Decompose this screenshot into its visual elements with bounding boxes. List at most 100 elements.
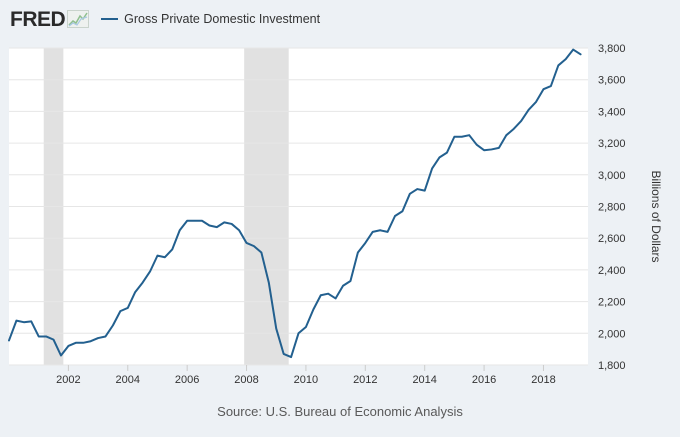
fred-logo[interactable]: FRED — [10, 7, 90, 31]
data-point — [119, 310, 121, 312]
gridlines — [9, 47, 588, 366]
data-point — [476, 144, 478, 146]
data-point — [193, 220, 196, 222]
data-point — [90, 340, 92, 342]
y-axis-ticks: 1,800 2,000 2,200 2,400 2,600 2,800 3,000 3,200… — [598, 43, 626, 372]
data-point — [335, 297, 337, 300]
data-point — [171, 248, 173, 250]
data-point — [557, 64, 559, 67]
series-line — [8, 48, 582, 359]
series-layer — [8, 48, 582, 359]
x-tick-label: 2010 — [294, 374, 318, 386]
data-point — [520, 120, 522, 122]
data-point — [550, 85, 552, 87]
data-point — [312, 308, 314, 311]
data-point — [290, 356, 292, 358]
y-tick-label: 1,800 — [598, 360, 626, 372]
data-point — [38, 335, 40, 338]
data-point — [297, 332, 300, 334]
data-point — [104, 335, 107, 338]
data-point — [327, 293, 329, 295]
data-point — [208, 224, 211, 227]
y-tick-label: 2,000 — [598, 328, 626, 340]
x-tick-label: 2008 — [234, 374, 258, 386]
data-point — [579, 53, 582, 55]
data-point — [275, 327, 277, 330]
data-point — [216, 226, 218, 228]
data-point — [82, 342, 84, 344]
x-axis-ticks: 2002 2004 2006 2008 2010 2012 2014 2016 2018 — [56, 365, 556, 386]
data-point — [156, 255, 159, 257]
data-point — [260, 251, 262, 254]
data-point — [320, 294, 322, 296]
data-point — [394, 215, 396, 217]
y-tick-label: 3,600 — [598, 75, 626, 87]
data-point — [364, 242, 366, 244]
legend-label: Gross Private Domestic Investment — [124, 12, 321, 26]
data-point — [283, 353, 285, 355]
data-point — [134, 291, 136, 293]
data-point — [453, 136, 455, 138]
data-point — [386, 231, 389, 233]
data-point — [201, 220, 203, 222]
data-point — [164, 256, 166, 258]
data-point — [372, 231, 374, 233]
data-point — [349, 280, 352, 282]
y-tick-label: 3,000 — [598, 170, 626, 182]
y-axis-label: Billions of Dollars — [649, 170, 663, 262]
data-point — [565, 58, 567, 60]
data-point — [490, 148, 493, 151]
y-tick-label: 3,400 — [598, 106, 626, 118]
data-point — [245, 242, 248, 244]
y-tick-label: 3,200 — [598, 138, 626, 150]
x-tick-label: 2002 — [56, 374, 80, 386]
y-tick-label: 2,400 — [598, 265, 626, 277]
data-point — [572, 48, 574, 51]
data-point — [223, 221, 225, 223]
data-point — [305, 326, 307, 328]
data-point — [446, 152, 448, 154]
data-point — [424, 190, 426, 192]
x-tick-label: 2016 — [472, 374, 496, 386]
data-point — [379, 229, 381, 231]
data-point — [468, 134, 470, 136]
data-point — [416, 188, 418, 190]
line-chart: 2002 2004 2006 2008 2010 2012 2014 2016 2018 1,8… — [8, 43, 663, 386]
data-point — [409, 193, 411, 195]
data-point — [268, 281, 270, 284]
y-tick-label: 2,200 — [598, 297, 626, 309]
data-point — [112, 324, 114, 326]
data-point — [23, 321, 25, 323]
data-point — [30, 320, 32, 323]
x-tick-label: 2018 — [531, 374, 555, 386]
data-point — [401, 210, 404, 212]
data-point — [505, 134, 507, 136]
data-point — [461, 136, 463, 138]
data-point — [149, 270, 151, 273]
data-point — [542, 88, 545, 90]
data-point — [142, 281, 144, 284]
fred-logo-text: FRED — [10, 7, 66, 31]
y-tick-label: 2,800 — [598, 202, 626, 214]
data-point — [431, 167, 433, 170]
data-point — [67, 345, 69, 347]
data-point — [8, 339, 10, 342]
data-point — [186, 220, 188, 222]
data-point — [438, 156, 441, 158]
fred-chart-icon — [67, 10, 90, 28]
data-point — [60, 354, 62, 357]
data-point — [528, 109, 530, 111]
y-tick-label: 3,800 — [598, 43, 626, 55]
legend-swatch — [101, 18, 119, 20]
x-tick-label: 2006 — [175, 374, 199, 386]
y-tick-label: 2,600 — [598, 233, 626, 245]
legend: Gross Private Domestic Investment — [101, 12, 320, 26]
chart-header: FRED Gross Private Domestic Investment — [10, 6, 320, 32]
source-note: Source: U.S. Bureau of Economic Analysis — [217, 404, 463, 419]
data-point — [97, 337, 99, 339]
x-tick-label: 2004 — [116, 374, 140, 386]
data-point — [231, 223, 233, 225]
data-point — [357, 251, 359, 254]
data-point — [238, 229, 240, 231]
